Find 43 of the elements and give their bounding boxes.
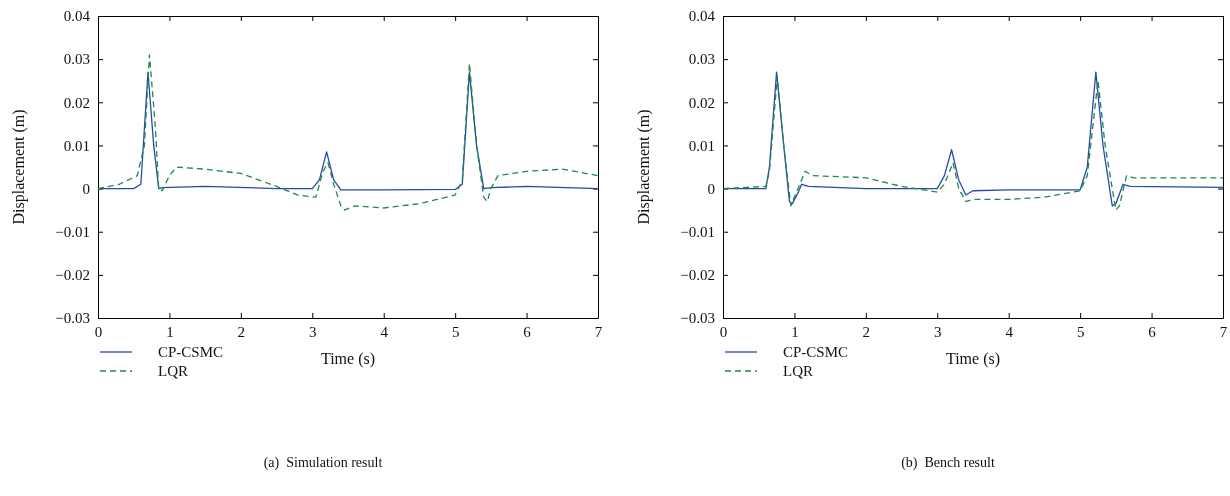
x-tick-label: 0 (719, 323, 728, 340)
x-tick-label: 6 (1148, 323, 1157, 340)
x-tick-label: 1 (791, 323, 799, 340)
legend-label: LQR (158, 363, 188, 379)
y-tick-label: −0.02 (55, 267, 90, 284)
y-tick-label: 0.03 (63, 51, 90, 68)
y-tick-label: 0.01 (63, 137, 90, 154)
x-tick-label: 3 (309, 323, 317, 340)
y-tick-label: 0.02 (688, 94, 715, 111)
x-tick-label: 2 (237, 323, 246, 340)
y-tick-label: 0.04 (63, 8, 91, 25)
y-tick-label: 0.03 (688, 51, 715, 68)
y-tick-label: −0.02 (680, 267, 715, 284)
y-tick-label: 0.04 (688, 8, 716, 25)
legend-label: CP-CSMC (783, 344, 849, 360)
y-tick-label: 0 (707, 180, 715, 197)
text: (b) Bench result (901, 455, 995, 471)
y-axis-title: Displacement (m) (10, 109, 28, 225)
y-tick-label: −0.03 (680, 310, 715, 327)
line-series (97, 54, 599, 211)
x-axis-title: Time (s) (320, 350, 376, 368)
y-tick-label: −0.01 (680, 224, 715, 241)
x-tick-label: 0 (94, 323, 103, 340)
x-axis-title: Time (s) (945, 350, 1001, 368)
y-tick-label: 0.02 (63, 94, 90, 111)
x-tick-label: 6 (523, 323, 532, 340)
legend-label: LQR (783, 363, 813, 379)
x-tick-label: 7 (1219, 323, 1228, 340)
x-tick-label: 4 (1005, 323, 1014, 340)
y-tick-label: 0 (82, 180, 90, 197)
y-axis-title: Displacement (m) (635, 109, 653, 225)
x-tick-label: 3 (934, 323, 942, 340)
x-tick-label: 4 (380, 323, 389, 340)
x-tick-label: 7 (594, 323, 603, 340)
x-tick-label: 5 (451, 323, 460, 340)
y-tick-label: −0.03 (55, 310, 90, 327)
x-tick-label: 5 (1076, 323, 1085, 340)
legend-label: CP-CSMC (158, 344, 224, 360)
x-tick-label: 1 (166, 323, 174, 340)
y-tick-label: −0.01 (55, 224, 90, 241)
x-tick-label: 2 (862, 323, 871, 340)
text: (a) Simulation result (263, 455, 383, 471)
y-tick-label: 0.01 (688, 137, 715, 154)
